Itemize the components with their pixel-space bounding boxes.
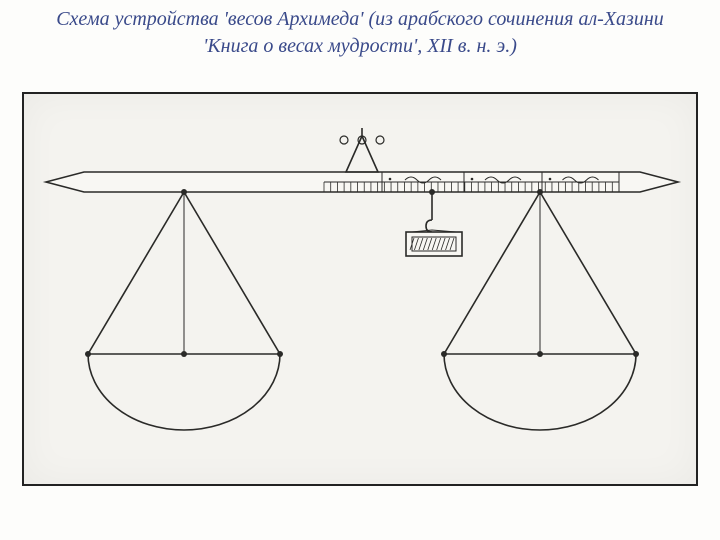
- caption-line-1: Схема устройства 'весов Архимеда' (из ар…: [20, 6, 700, 33]
- caption-line-2: 'Книга о весах мудрости', XII в. н. э.): [20, 33, 700, 60]
- caption: Схема устройства 'весов Архимеда' (из ар…: [0, 0, 720, 64]
- figure-frame: [22, 92, 698, 486]
- balance-scale-diagram: [24, 94, 700, 484]
